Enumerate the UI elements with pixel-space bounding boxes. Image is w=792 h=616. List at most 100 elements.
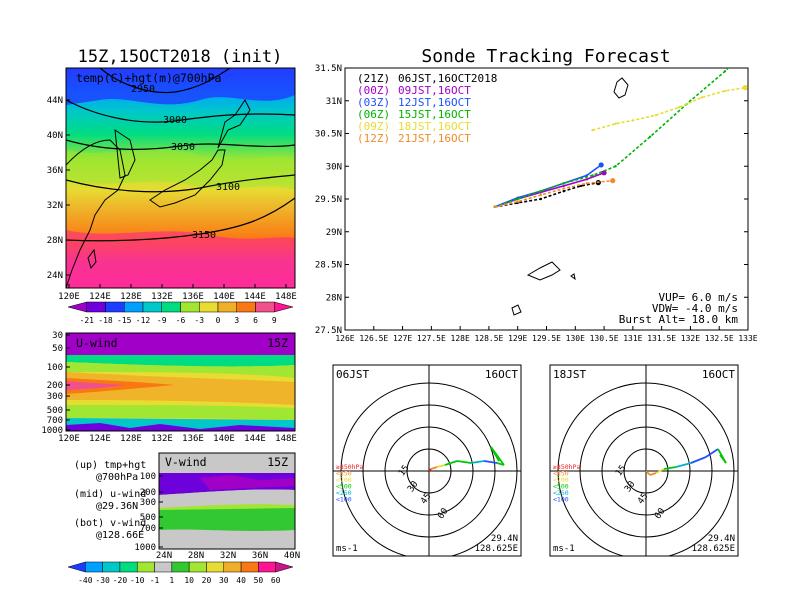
map-title: 15Z,15OCT2018 (init) [78,47,283,67]
track-point [493,205,496,209]
track-lon-tick: 127.5E [417,334,446,343]
legend-text: 21JST,16OCT [398,132,471,145]
hodograph-segment [436,464,446,468]
track-point [562,184,565,188]
hodograph-lat: 29.4N [491,534,518,544]
track-param: VUP= 6.0 m/s [659,291,738,304]
map-lat-tick: 28N [47,236,63,246]
colorbar-swatch [119,561,138,573]
hodograph-plot [333,365,521,556]
legend-code: (09Z) [357,120,390,133]
colorbar-swatch [258,561,276,573]
u-wind-lon-axis: 120E 124E 128E 132E 136E 140E 144E 148E [58,434,297,444]
wind-colorbar: -40 -30 -20 -10 -1 1 10 20 30 40 50 60 [67,561,294,585]
hodograph-segment [705,448,719,458]
colorbar-label: -15 [117,316,132,325]
track-lon-tick: 128.5E [474,334,503,343]
hodograph-level-legend: ≥850hPa [336,463,363,471]
u-level-tick: 200 [47,381,63,391]
track-point [631,119,635,122]
hodograph-06jst: 06JST 16OCT29.4N128.625Ems-115304560≥850h… [332,364,522,557]
panel-notes: (up) tmp+hgt@700hPa (mid) u-wind@29.36N (b… [74,460,146,541]
contour-label: 3050 [171,142,195,153]
colorbar-label: -9 [157,316,167,325]
map-lon-tick: 148E [275,292,297,302]
colorbar-swatch [223,561,242,573]
track-point [654,113,658,117]
track-lat-tick: 31.5N [315,64,342,74]
hodograph-plot [550,365,738,556]
track-lat-tick: 27.5N [315,326,342,336]
track-title: Sonde Tracking Forecast [421,46,670,67]
note-line: (bot) v-wind [74,518,146,529]
colorbar-label: 9 [272,316,277,325]
legend-text: 15JST,16OCT [398,108,471,121]
hodograph-segment [470,460,485,464]
map-lat-tick: 24N [47,271,63,281]
hodograph-frame [332,364,522,557]
hodograph-segment [649,472,657,476]
track-line [494,181,599,208]
u-lon-tick: 148E [275,434,297,444]
track-point [763,29,768,34]
track-lon-tick: 129E [508,334,527,343]
track-lon-tick: 129.5E [532,334,561,343]
map-lon-tick: 140E [213,292,235,302]
hodograph-level-legend: <850 [553,470,569,478]
track-lon-axis: 126E 126.5E 127E 127.5E 128E 128.5E 129E 129.5E… [335,334,757,343]
colorbar-label: 40 [236,576,246,585]
temperature-colorbar: -21 -18 -15 -12 -9 -6 -3 0 3 6 9 [67,301,294,325]
legend-text: 12JST,16OCT [398,96,471,109]
colorbar-swatch [85,561,103,573]
hodograph-level-legend: <850 [336,470,352,478]
v-lat-tick: 32N [220,551,236,561]
v-level-tick: 100 [140,472,156,482]
hodograph-18jst: 18JST 16OCT29.4N128.625Ems-115304560≥850h… [549,364,739,557]
track-lon-tick: 126E [335,334,354,343]
track-point [562,187,565,190]
colorbar-swatch [136,561,155,573]
u-lon-tick: 136E [182,434,204,444]
note-line: (up) tmp+hgt [74,460,146,471]
map-lat-tick: 32N [47,201,63,211]
legend-code: (21Z) [357,72,390,85]
u-lon-tick: 128E [120,434,142,444]
track-point [601,170,607,176]
hodograph-lon: 128.625E [692,544,735,554]
track-point [562,182,565,185]
track-point [516,197,519,201]
hodograph-segment [428,468,432,472]
temperature-field [66,68,295,288]
colorbar-label: 10 [184,576,194,585]
hodograph-level-legend: <500 [336,483,352,491]
v-wind-section [158,452,296,550]
contour-labels: 2950 3000 3050 3100 3150 [131,84,240,241]
colorbar-label: -12 [136,316,151,325]
track-lon-tick: 132E [681,334,700,343]
v-lat-tick: 40N [284,551,300,561]
track-lon-tick: 128E [451,334,470,343]
track-lon-tick: 132.5E [705,334,734,343]
legend-text: 06JST,16OCT2018 [398,72,497,85]
colorbar-label: -20 [113,576,128,585]
v-wind-time: 15Z [267,455,288,469]
u-level-tick: 100 [47,363,63,373]
note-line: @29.36N [96,501,138,512]
hodograph-level-legend: <500 [553,483,569,491]
v-level-tick: 200 [140,488,156,498]
colorbar-swatch [274,301,294,313]
colorbar-swatch [154,561,173,573]
colorbar-swatch [217,301,237,313]
map-lon-tick: 124E [89,292,111,302]
hodograph-time-right: 16OCT [702,368,735,381]
u-lon-tick: 124E [89,434,111,444]
hodograph-segment [645,470,651,476]
track-point [539,197,542,201]
track-lon-tick: 131.5E [647,334,676,343]
track-lon-tick: 133E [738,334,757,343]
legend-code: (12Z) [357,132,390,145]
u-lon-tick: 144E [244,434,266,444]
